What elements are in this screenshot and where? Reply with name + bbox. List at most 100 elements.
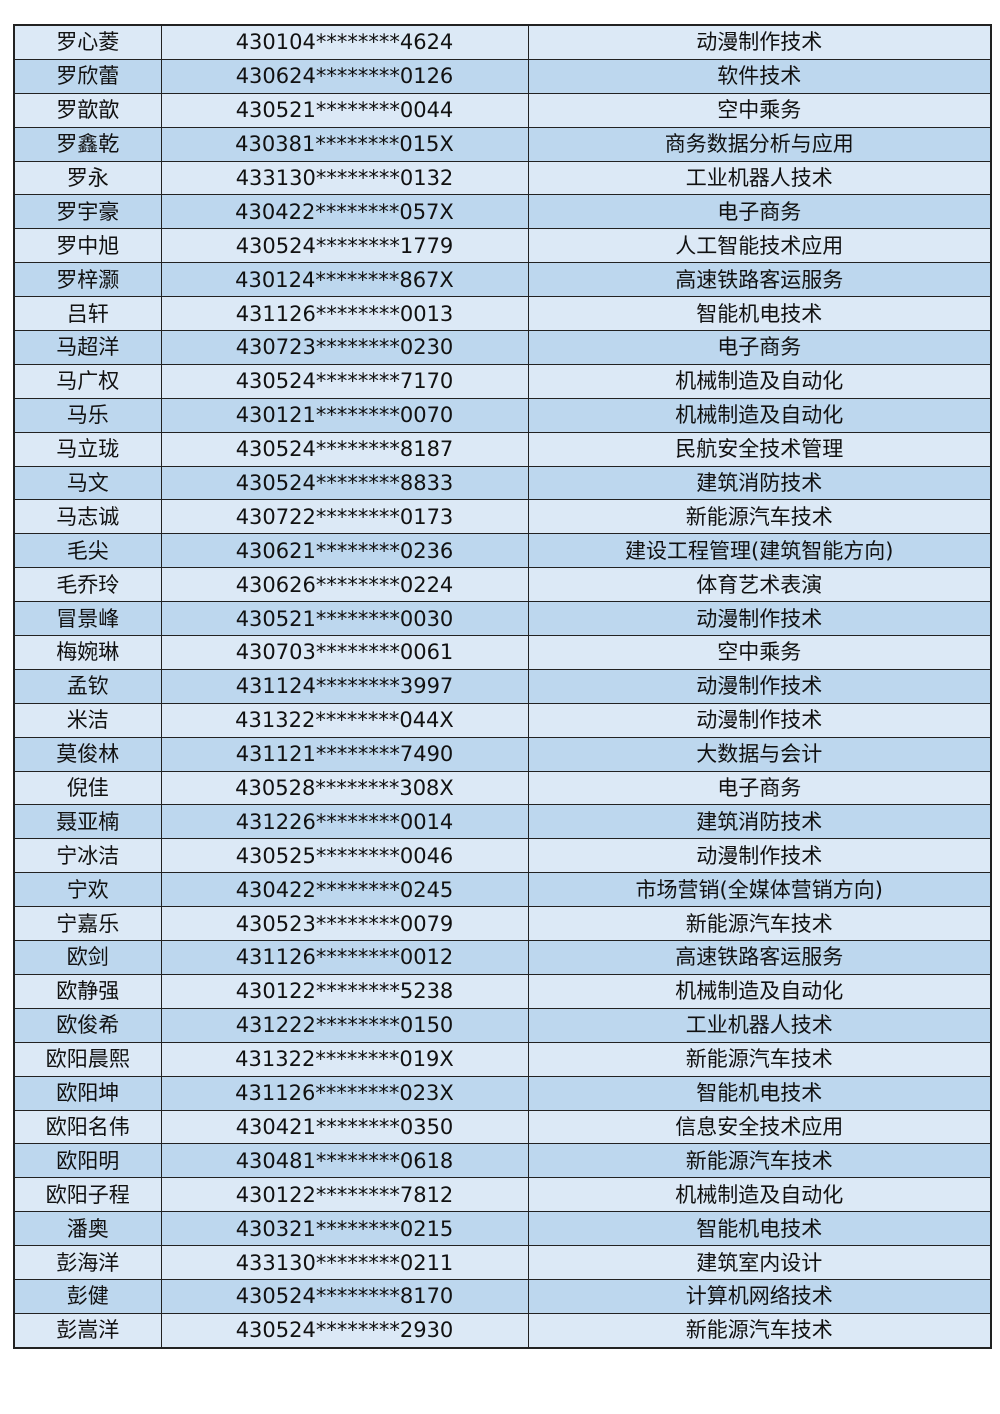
- table-row: 欧剑 431126********0012 高速铁路客运服务: [13, 940, 992, 975]
- id-number-cell: 430624********0126: [160, 58, 529, 94]
- id-number-cell: 430525********0046: [160, 838, 529, 874]
- table-row: 罗鑫乾 430381********015X 商务数据分析与应用: [13, 126, 992, 162]
- id-number-cell: 430524********8833: [160, 465, 529, 501]
- table-row: 罗宇豪 430422********057X 电子商务: [13, 194, 992, 230]
- id-number-cell: 430122********7812: [160, 1177, 529, 1213]
- id-number-cell: 430381********015X: [160, 126, 529, 162]
- major-cell: 动漫制作技术: [527, 838, 992, 874]
- table-row: 宁欢 430422********0245 市场营销(全媒体营销方向): [13, 872, 992, 908]
- id-number-cell: 430524********2930: [160, 1312, 529, 1349]
- major-cell: 动漫制作技术: [527, 668, 992, 704]
- id-number-cell: 430521********0030: [160, 601, 529, 637]
- id-number-cell: 430422********057X: [160, 194, 529, 230]
- name-cell: 莫俊林: [13, 736, 162, 772]
- id-number-cell: 431121********7490: [160, 736, 529, 772]
- table-row: 毛尖 430621********0236 建设工程管理(建筑智能方向): [13, 533, 992, 569]
- id-number-cell: 431322********044X: [160, 702, 529, 738]
- major-cell: 建设工程管理(建筑智能方向): [527, 533, 992, 569]
- name-cell: 罗永: [13, 160, 162, 196]
- table-row: 马广权 430524********7170 机械制造及自动化: [13, 363, 992, 399]
- id-number-cell: 431126********0013: [160, 296, 529, 332]
- major-cell: 新能源汽车技术: [527, 1041, 992, 1077]
- table-row: 毛乔玲 430626********0224 体育艺术表演: [13, 567, 992, 603]
- name-cell: 罗欣蕾: [13, 58, 162, 94]
- table-row: 罗欣蕾 430624********0126 软件技术: [13, 58, 992, 94]
- major-cell: 工业机器人技术: [527, 1007, 992, 1043]
- major-cell: 空中乘务: [527, 92, 992, 128]
- major-cell: 电子商务: [527, 194, 992, 230]
- id-number-cell: 430524********8187: [160, 431, 529, 467]
- id-number-cell: 430121********0070: [160, 397, 529, 433]
- name-cell: 罗心菱: [13, 24, 162, 60]
- table-row: 欧阳子程 430122********7812 机械制造及自动化: [13, 1177, 992, 1213]
- name-cell: 彭嵩洋: [13, 1312, 162, 1349]
- name-cell: 罗梓灏: [13, 262, 162, 298]
- table-row: 倪佳 430528********308X 电子商务: [13, 770, 992, 806]
- name-cell: 宁嘉乐: [13, 906, 162, 942]
- table-row: 欧静强 430122********5238 机械制造及自动化: [13, 973, 992, 1009]
- table-row: 罗中旭 430524********1779 人工智能技术应用: [13, 228, 992, 264]
- id-number-cell: 430421********0350: [160, 1109, 529, 1145]
- table-row: 梅婉琳 430703********0061 空中乘务: [13, 635, 992, 670]
- id-number-cell: 430481********0618: [160, 1143, 529, 1179]
- table-row: 马志诚 430722********0173 新能源汽车技术: [13, 499, 992, 535]
- table-row: 欧阳明 430481********0618 新能源汽车技术: [13, 1143, 992, 1179]
- id-number-cell: 431124********3997: [160, 668, 529, 704]
- name-cell: 罗歆歆: [13, 92, 162, 128]
- table-row: 罗梓灏 430124********867X 高速铁路客运服务: [13, 262, 992, 298]
- id-number-cell: 430528********308X: [160, 770, 529, 806]
- table-row: 马乐 430121********0070 机械制造及自动化: [13, 397, 992, 433]
- id-number-cell: 430321********0215: [160, 1211, 529, 1247]
- major-cell: 动漫制作技术: [527, 24, 992, 60]
- major-cell: 民航安全技术管理: [527, 431, 992, 467]
- id-number-cell: 431226********0014: [160, 804, 529, 840]
- name-cell: 欧静强: [13, 973, 162, 1009]
- name-cell: 欧阳坤: [13, 1075, 162, 1111]
- name-cell: 潘奥: [13, 1211, 162, 1247]
- table-row: 宁冰洁 430525********0046 动漫制作技术: [13, 838, 992, 874]
- name-cell: 欧阳晨熙: [13, 1041, 162, 1077]
- major-cell: 智能机电技术: [527, 1211, 992, 1247]
- name-cell: 倪佳: [13, 770, 162, 806]
- id-number-cell: 430523********0079: [160, 906, 529, 942]
- major-cell: 高速铁路客运服务: [527, 940, 992, 975]
- id-number-cell: 430723********0230: [160, 330, 529, 365]
- name-cell: 毛乔玲: [13, 567, 162, 603]
- table-row: 冒景峰 430521********0030 动漫制作技术: [13, 601, 992, 637]
- major-cell: 大数据与会计: [527, 736, 992, 772]
- table-row: 潘奥 430321********0215 智能机电技术: [13, 1211, 992, 1247]
- table-row: 欧阳晨熙 431322********019X 新能源汽车技术: [13, 1041, 992, 1077]
- major-cell: 新能源汽车技术: [527, 906, 992, 942]
- table-row: 彭健 430524********8170 计算机网络技术: [13, 1278, 992, 1314]
- major-cell: 机械制造及自动化: [527, 363, 992, 399]
- name-cell: 毛尖: [13, 533, 162, 569]
- id-number-cell: 430524********8170: [160, 1278, 529, 1314]
- name-cell: 马乐: [13, 397, 162, 433]
- table-row: 莫俊林 431121********7490 大数据与会计: [13, 736, 992, 772]
- name-cell: 马广权: [13, 363, 162, 399]
- id-number-cell: 431322********019X: [160, 1041, 529, 1077]
- table-row: 罗永 433130********0132 工业机器人技术: [13, 160, 992, 196]
- id-number-cell: 431126********023X: [160, 1075, 529, 1111]
- name-cell: 梅婉琳: [13, 635, 162, 670]
- table-row: 米洁 431322********044X 动漫制作技术: [13, 702, 992, 738]
- id-number-cell: 430621********0236: [160, 533, 529, 569]
- table-row: 欧阳名伟 430421********0350 信息安全技术应用: [13, 1109, 992, 1145]
- major-cell: 人工智能技术应用: [527, 228, 992, 264]
- name-cell: 马超洋: [13, 330, 162, 365]
- major-cell: 体育艺术表演: [527, 567, 992, 603]
- major-cell: 工业机器人技术: [527, 160, 992, 196]
- student-list-table: 罗心菱 430104********4624 动漫制作技术 罗欣蕾 430624****…: [13, 24, 992, 1349]
- major-cell: 机械制造及自动化: [527, 397, 992, 433]
- major-cell: 动漫制作技术: [527, 702, 992, 738]
- table-row: 吕轩 431126********0013 智能机电技术: [13, 296, 992, 332]
- table-row: 欧阳坤 431126********023X 智能机电技术: [13, 1075, 992, 1111]
- major-cell: 电子商务: [527, 770, 992, 806]
- major-cell: 计算机网络技术: [527, 1278, 992, 1314]
- major-cell: 动漫制作技术: [527, 601, 992, 637]
- id-number-cell: 430124********867X: [160, 262, 529, 298]
- id-number-cell: 430104********4624: [160, 24, 529, 60]
- major-cell: 空中乘务: [527, 635, 992, 670]
- name-cell: 宁冰洁: [13, 838, 162, 874]
- table-body: 罗心菱 430104********4624 动漫制作技术 罗欣蕾 430624****…: [13, 24, 992, 1349]
